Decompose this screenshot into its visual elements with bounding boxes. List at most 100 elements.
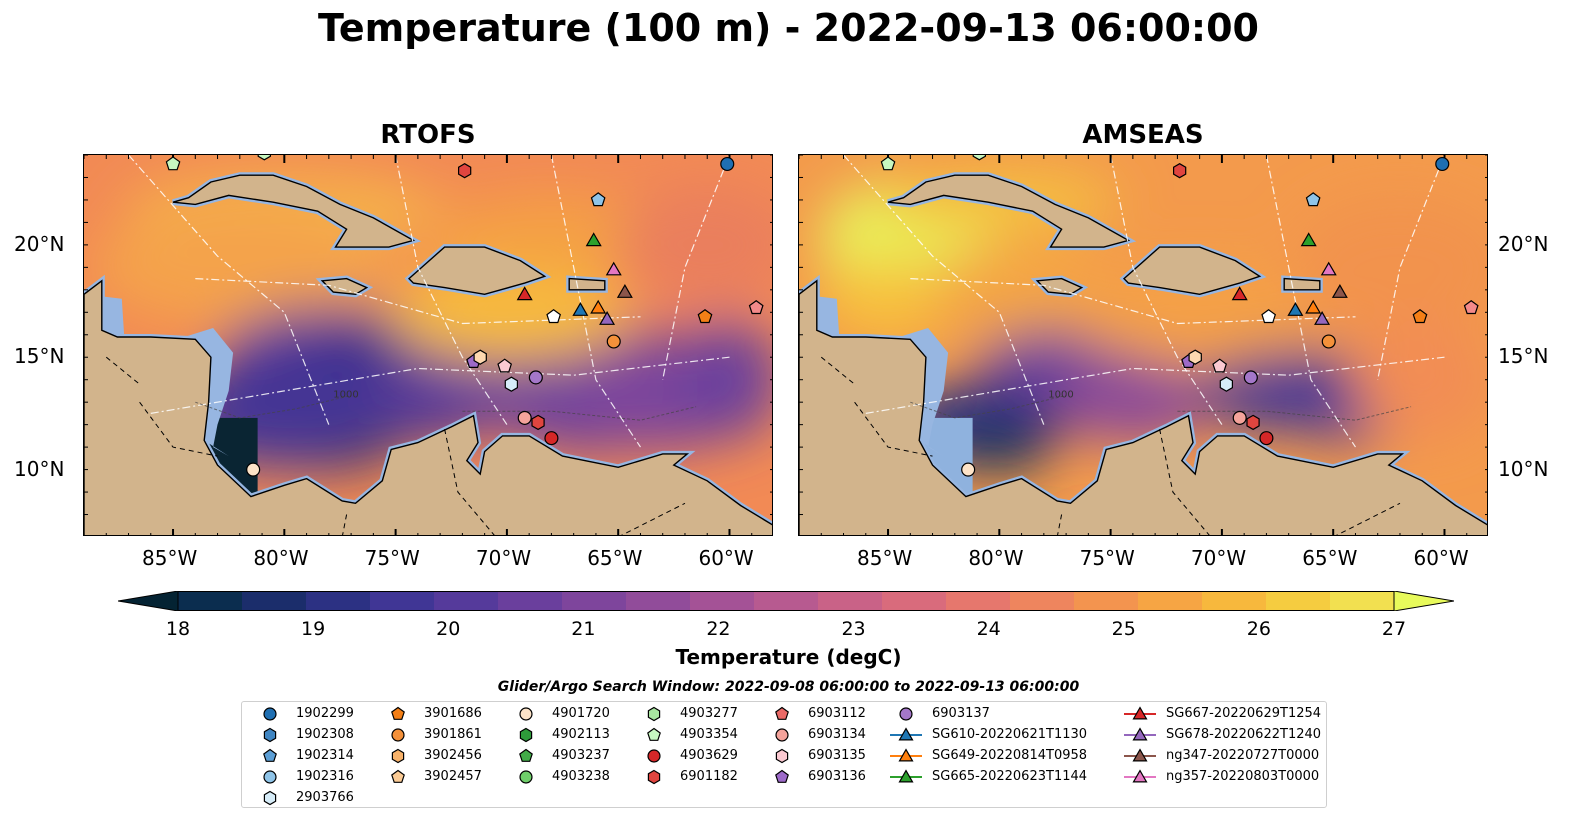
colorbar-segment — [562, 591, 627, 611]
colorbar-extend-high — [1393, 590, 1455, 612]
colorbar-segment — [1330, 591, 1395, 611]
colorbar-segment — [754, 591, 819, 611]
marker-triangle — [590, 299, 607, 314]
marker-triangle — [1300, 232, 1317, 247]
lon-tick-label: 80°W — [253, 546, 309, 570]
colorbar-segment — [178, 591, 243, 611]
marker-circle — [1243, 370, 1258, 385]
colorbar-segment — [626, 591, 691, 611]
legend-marker-hexagon — [391, 748, 405, 764]
marker-pentagon — [590, 192, 606, 207]
legend-label: 2903766 — [296, 790, 354, 805]
marker-pentagon — [697, 309, 713, 324]
colorbar-label: Temperature (degC) — [675, 645, 902, 669]
marker-circle — [961, 462, 976, 477]
legend-label: 4903237 — [552, 748, 610, 763]
central-america-land — [84, 279, 772, 535]
marker-circle — [544, 431, 559, 446]
legend-marker-pentagon — [519, 748, 533, 762]
marker-pentagon — [1412, 309, 1428, 324]
legend-label: 4901720 — [552, 706, 610, 721]
rtofs-map-panel[interactable]: 1000 — [83, 154, 773, 536]
lon-tick-label: 70°W — [475, 546, 532, 570]
marker-pentagon — [1463, 300, 1479, 315]
legend-label: ng347-20220727T0000 — [1166, 748, 1320, 763]
legend-marker-hexagon — [775, 748, 789, 764]
panel-title-amseas: AMSEAS — [1082, 120, 1204, 150]
legend-marker-hexagon — [519, 727, 533, 743]
colorbar-segment — [370, 591, 435, 611]
marker-hexagon — [1219, 376, 1233, 392]
lon-tick-label: 85°W — [142, 546, 198, 570]
marker-pentagon — [546, 309, 562, 324]
colorbar-extend-low — [117, 590, 179, 612]
legend-marker-triangle-line — [898, 748, 914, 762]
lat-tick-label-right: 20°N — [1498, 231, 1549, 256]
marker-triangle — [1320, 261, 1337, 276]
lon-tick-label: 80°W — [968, 546, 1024, 570]
marker-hexagon — [257, 155, 271, 161]
legend-marker-hexagon — [263, 790, 277, 806]
colorbar-segment — [690, 591, 755, 611]
marker-triangle — [1305, 299, 1322, 314]
marker-hexagon — [504, 376, 518, 392]
lat-tick-label-right: 10°N — [1498, 456, 1549, 481]
marker-triangle — [1314, 310, 1331, 325]
legend-label: 6901182 — [680, 769, 738, 784]
legend-label: SG667-20220629T1254 — [1166, 706, 1322, 721]
legend-label: 4903354 — [680, 727, 738, 742]
legend-label: 6903134 — [808, 727, 866, 742]
legend-marker-triangle-line — [898, 769, 914, 783]
marker-hexagon — [1188, 349, 1202, 365]
colorbar-tick-label: 19 — [301, 618, 326, 640]
puerto-rico-land — [568, 277, 606, 291]
lat-tick-label-right: 15°N — [1498, 344, 1549, 369]
legend-marker-triangle-line — [1132, 727, 1148, 741]
colorbar-segment — [1074, 591, 1139, 611]
marker-pentagon — [1305, 192, 1321, 207]
marker-hexagon — [972, 155, 986, 161]
legend-marker-pentagon — [391, 769, 405, 783]
puerto-rico-land — [1283, 277, 1321, 291]
marker-circle — [606, 334, 621, 349]
marker-circle — [1321, 334, 1336, 349]
colorbar-segment — [946, 591, 1011, 611]
marker-pentagon — [497, 358, 513, 373]
colorbar-segment — [882, 591, 947, 611]
shallow-shelf — [84, 280, 234, 457]
legend-marker-circle — [647, 749, 661, 763]
legend-marker-triangle-line — [1132, 748, 1148, 762]
marker-circle — [720, 156, 735, 172]
colorbar-tick-label: 22 — [706, 618, 731, 640]
marker-circle — [1259, 431, 1274, 446]
legend-label: 6903135 — [808, 748, 866, 763]
legend-label: SG678-20220622T1240 — [1166, 727, 1322, 742]
colorbar-segment — [498, 591, 563, 611]
marker-circle — [1435, 156, 1450, 172]
lat-tick-label-left: 10°N — [14, 456, 65, 481]
marker-hexagon — [473, 349, 487, 365]
colorbar-segment — [1202, 591, 1267, 611]
lat-tick-label-left: 15°N — [14, 344, 65, 369]
colorbar-tick-label: 27 — [1381, 618, 1407, 640]
legend-marker-hexagon — [263, 727, 277, 743]
marker-pentagon — [880, 156, 896, 171]
lon-tick-label: 70°W — [1190, 546, 1247, 570]
lat-tick-label-left: 20°N — [14, 231, 65, 256]
amseas-map-panel[interactable]: 1000 — [798, 154, 1488, 536]
lon-tick-label: 65°W — [1302, 546, 1358, 570]
marker-pentagon — [1261, 309, 1277, 324]
lon-tick-label: 75°W — [1079, 546, 1135, 570]
colorbar-tick-label: 20 — [436, 618, 461, 640]
marker-triangle — [605, 261, 622, 276]
marker-triangle — [585, 232, 602, 247]
legend-label: 4903629 — [680, 748, 738, 763]
legend-marker-pentagon — [775, 706, 789, 720]
legend-label: 1902316 — [296, 769, 354, 784]
legend-label: 4902113 — [552, 727, 610, 742]
marker-triangle — [616, 283, 633, 298]
lon-tick-label: 65°W — [587, 546, 643, 570]
legend-marker-circle — [899, 707, 913, 721]
marker-hexagon — [458, 163, 472, 179]
colorbar-tick-label: 26 — [1246, 618, 1271, 640]
